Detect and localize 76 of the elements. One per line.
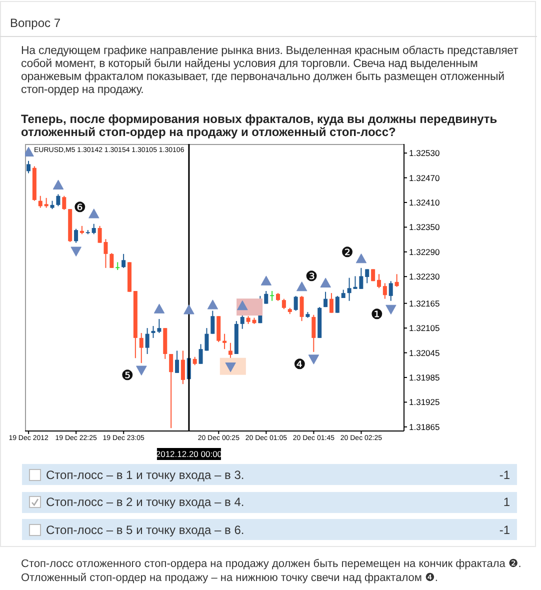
- point: [386, 304, 396, 314]
- candlestick: [110, 252, 114, 268]
- text: -1: [499, 522, 510, 536]
- candlestick: [300, 295, 304, 322]
- candlestick: [180, 350, 185, 385]
- candlestick: [169, 354, 174, 429]
- point: [320, 278, 331, 288]
- y-tick-label: 1.31925: [409, 397, 440, 408]
- point: [308, 354, 320, 364]
- candlestick: [264, 290, 268, 304]
- y-tick-label: 1.32410: [409, 197, 440, 208]
- point: [154, 304, 165, 314]
- candlestick: [282, 298, 286, 310]
- candlestick: [329, 292, 334, 314]
- text: Стоп-лосс – в 5 и точку входа – в 6.: [46, 522, 244, 536]
- point: [207, 300, 218, 310]
- y-tick-label: 1.32530: [409, 148, 440, 158]
- annotation: ❻: [74, 200, 86, 216]
- candlestick: [240, 314, 244, 330]
- point: [70, 246, 82, 256]
- candlestick: [38, 195, 42, 208]
- candlestick: [394, 274, 399, 288]
- candlestick: [359, 267, 364, 290]
- candlestick: [139, 332, 144, 364]
- point: [356, 254, 367, 264]
- candlestick: [376, 274, 381, 289]
- y-tick-label: 1.32105: [409, 323, 440, 334]
- candlestick: [145, 328, 150, 354]
- candlestick: [92, 223, 96, 235]
- candlestick: [62, 195, 66, 210]
- candlestick: [222, 333, 227, 350]
- y-tick-label: 1.32470: [409, 172, 440, 183]
- candlestick: [26, 160, 31, 174]
- text: Стоп-лосс отложенного стоп-ордера на продажу должен быть перемещен на кончик фрактала ❷. Отложенный стоп-ордер на продажу – на нижнюю точку свечи над фракталом ❹.: [21, 557, 522, 585]
- point: [260, 276, 272, 286]
- candlestick: [335, 295, 340, 314]
- chart-subtitle: На следующем графике направление рынка вниз. Выделенная красным область представляет собой момент, в который были найдены условия для торговли. Свеча над выделенным оранжевым фракталом показывает, где первоначально должен быть размещен отложенный стоп-ордер на продажу.: [21, 45, 520, 97]
- y-tick-label: 1.32230: [409, 272, 440, 282]
- point: [237, 300, 248, 310]
- candlestick: [312, 314, 316, 352]
- candlestick: [74, 228, 78, 244]
- text: Стоп-лосс – в 2 и точку входа – в 4.: [46, 495, 244, 509]
- annotation: ❶: [370, 307, 384, 324]
- candlestick: [122, 253, 126, 268]
- candlestick: [56, 194, 60, 207]
- point: [136, 366, 147, 376]
- point: [52, 180, 64, 190]
- candlestick: [44, 197, 48, 208]
- annotation: ❹: [293, 356, 306, 373]
- y-tick-label: 1.32165: [409, 298, 440, 308]
- text: -1: [499, 468, 510, 482]
- text: Теперь, после формирования новых фракталов, куда вы должны передвинуть отложенный стоп-ордер на продажу и отложенный стоп-лосс?: [21, 112, 498, 139]
- y-tick-label: 1.32045: [409, 348, 440, 358]
- y-tick-label: 1.31865: [409, 422, 440, 432]
- candlestick: [294, 295, 298, 312]
- y-tick-label: 1.31985: [409, 372, 440, 382]
- point: [184, 304, 194, 314]
- candlestick: [388, 280, 393, 302]
- text: 1: [503, 495, 510, 509]
- annotation: ❺: [121, 368, 134, 384]
- y-tick-label: 1.32350: [409, 222, 440, 232]
- chart-title: Вопрос 7: [10, 16, 61, 30]
- candlestick: [382, 282, 387, 300]
- candlestick: [210, 310, 215, 334]
- point: [88, 208, 100, 218]
- candlestick: [270, 290, 274, 302]
- candlestick: [324, 291, 328, 308]
- annotation: ❸: [305, 269, 318, 286]
- y-tick-label: 1.32290: [409, 246, 440, 257]
- candlestick: [175, 350, 180, 374]
- text: Стоп-лосс – в 1 и точку входа – в 3.: [46, 468, 244, 482]
- candlestick: [228, 342, 232, 360]
- candlestick: [365, 268, 370, 284]
- annotation: ❷: [340, 244, 354, 261]
- candlestick: [116, 262, 120, 270]
- point: [296, 282, 308, 292]
